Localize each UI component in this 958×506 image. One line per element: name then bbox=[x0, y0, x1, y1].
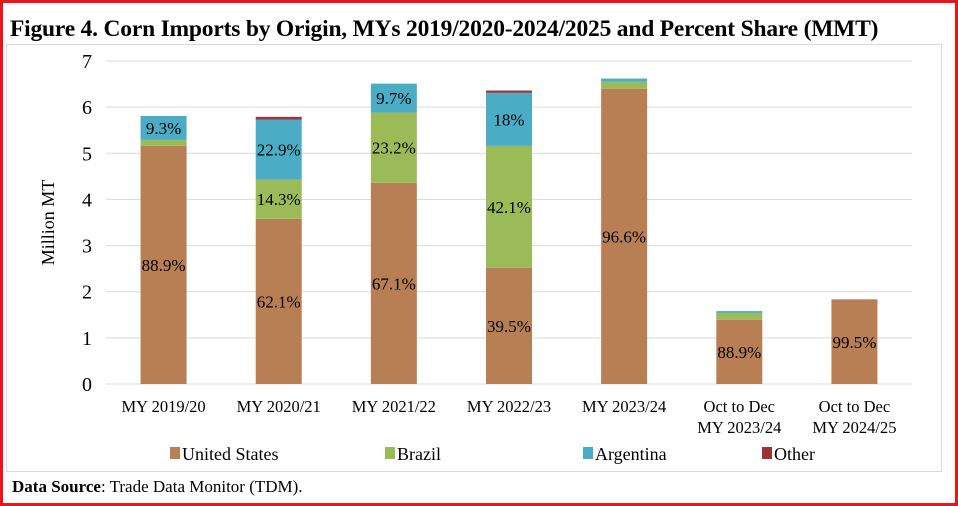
legend-swatch-argentina bbox=[583, 447, 593, 459]
x-tick-label: MY 2019/20 bbox=[121, 397, 205, 416]
data-label: 67.1% bbox=[372, 274, 416, 293]
data-label: 39.5% bbox=[487, 317, 531, 336]
data-label: 18% bbox=[493, 110, 524, 129]
y-tick-label: 1 bbox=[82, 328, 92, 350]
legend-swatch-brazil bbox=[385, 447, 395, 459]
data-label: 14.3% bbox=[257, 190, 301, 209]
bar-segment-united-states bbox=[601, 88, 648, 384]
y-tick-label: 6 bbox=[82, 97, 92, 119]
data-label: 62.1% bbox=[257, 292, 301, 311]
bar-segment-other bbox=[831, 299, 878, 301]
data-label: 42.1% bbox=[487, 198, 531, 217]
x-tick-label: MY 2023/24 bbox=[697, 418, 781, 437]
x-tick-label: MY 2023/24 bbox=[582, 397, 666, 416]
bar-segment-argentina bbox=[486, 92, 532, 146]
y-tick-label: 2 bbox=[82, 282, 92, 304]
bar-segment-other bbox=[255, 116, 302, 120]
bar-segment-brazil bbox=[486, 145, 532, 268]
data-source-text: : Trade Data Monitor (TDM). bbox=[100, 477, 303, 496]
bar-segment-argentina bbox=[140, 115, 187, 140]
data-label: 99.5% bbox=[832, 333, 876, 352]
bar-segment-united-states bbox=[831, 300, 878, 384]
legend-swatch-other bbox=[762, 447, 772, 459]
bar-segment-united-states bbox=[486, 267, 532, 384]
data-label: 22.9% bbox=[257, 141, 301, 160]
y-tick-label: 3 bbox=[82, 236, 92, 258]
bar-segment-argentina bbox=[370, 83, 417, 113]
x-tick-label: MY 2024/25 bbox=[812, 418, 896, 437]
legend-label: United States bbox=[182, 444, 279, 464]
data-source-label: Data Source bbox=[12, 477, 101, 496]
data-label: 88.9% bbox=[142, 256, 186, 275]
legend-label: Argentina bbox=[595, 444, 667, 464]
data-label: 88.9% bbox=[717, 343, 761, 362]
bar-segment-united-states bbox=[716, 319, 763, 384]
data-label: 9.7% bbox=[376, 89, 411, 108]
bar-segment-other bbox=[486, 90, 532, 93]
data-label: 96.6% bbox=[602, 227, 646, 246]
y-tick-label: 0 bbox=[82, 374, 92, 396]
legend-swatch-united-states bbox=[170, 447, 180, 459]
x-tick-label: MY 2021/22 bbox=[352, 397, 436, 416]
bar-segment-united-states bbox=[255, 218, 302, 384]
chart-title: Figure 4. Corn Imports by Origin, MYs 20… bbox=[10, 16, 879, 42]
y-tick-label: 4 bbox=[82, 189, 92, 211]
legend-label: Brazil bbox=[397, 444, 441, 464]
chart-area bbox=[6, 44, 942, 472]
y-tick-label: 5 bbox=[82, 143, 92, 165]
y-tick-label: 7 bbox=[82, 51, 92, 73]
bar-segment-united-states bbox=[140, 145, 187, 384]
bar-segment-brazil bbox=[716, 312, 763, 320]
bar-segment-brazil bbox=[255, 179, 302, 219]
bar-segment-brazil bbox=[601, 81, 648, 89]
y-axis-label: Million MT bbox=[38, 180, 58, 266]
data-label: 23.2% bbox=[372, 139, 416, 158]
x-tick-label: MY 2020/21 bbox=[237, 397, 321, 416]
data-label: 9.3% bbox=[146, 119, 181, 138]
bar-segment-argentina bbox=[255, 119, 302, 180]
x-tick-label: MY 2022/23 bbox=[467, 397, 551, 416]
bar-segment-united-states bbox=[370, 182, 417, 384]
bar-segment-argentina bbox=[716, 311, 763, 313]
legend-label: Other bbox=[774, 444, 815, 464]
bar-segment-argentina bbox=[601, 78, 648, 82]
x-tick-label: Oct to Dec bbox=[704, 397, 775, 416]
bar-segment-brazil bbox=[370, 112, 417, 183]
data-source-note: Data Source: Trade Data Monitor (TDM). bbox=[12, 477, 303, 497]
bar-segment-brazil bbox=[140, 139, 187, 146]
x-tick-label: Oct to Dec bbox=[819, 397, 890, 416]
